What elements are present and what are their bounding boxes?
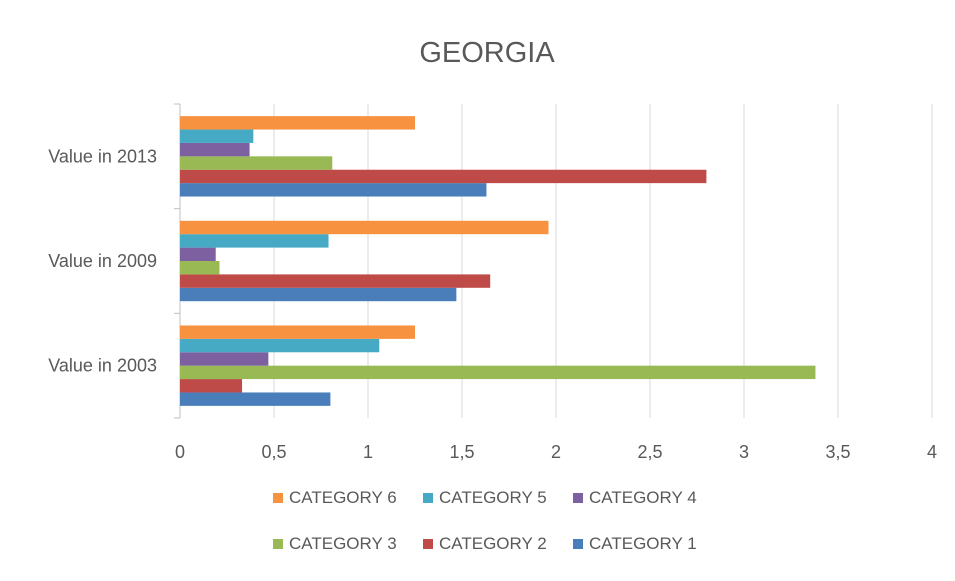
- bar-category-5: [180, 234, 329, 248]
- x-tick-label: 0,5: [261, 442, 286, 462]
- category-label: Value in 2013: [48, 146, 157, 166]
- x-tick-label: 1: [363, 442, 373, 462]
- bar-category-2: [180, 274, 491, 288]
- legend-swatch: [573, 539, 583, 549]
- legend-label: CATEGORY 3: [289, 534, 397, 553]
- legend-swatch: [423, 493, 433, 503]
- axis-labels: 0 0,5 1 1,5 2 2,5 3 3,5 4 Value in 2003 Value in 2…: [48, 146, 937, 462]
- bar-category-3: [180, 261, 220, 275]
- legend-label: CATEGORY 1: [589, 534, 697, 553]
- x-tick-label: 3: [739, 442, 749, 462]
- category-label: Value in 2009: [48, 251, 157, 271]
- legend-swatch: [273, 539, 283, 549]
- chart-title: GEORGIA: [419, 37, 555, 69]
- x-tick-label: 0: [175, 442, 185, 462]
- bar-category-5: [180, 338, 380, 353]
- bars: [180, 116, 816, 406]
- legend: CATEGORY 6 CATEGORY 5 CATEGORY 4 CATEGORY 3…: [273, 488, 697, 553]
- category-label: Value in 2003: [48, 356, 157, 376]
- legend-label: CATEGORY 2: [439, 534, 547, 553]
- x-tick-label: 2: [551, 442, 561, 462]
- bar-category-4: [180, 352, 269, 366]
- x-tick-label: 4: [927, 442, 937, 462]
- bar-category-1: [180, 392, 331, 406]
- bar-category-6: [180, 220, 549, 235]
- bar-category-2: [180, 379, 243, 393]
- legend-label: CATEGORY 6: [289, 488, 397, 507]
- bar-category-3: [180, 156, 333, 170]
- bar-category-4: [180, 247, 216, 261]
- bar-category-2: [180, 169, 707, 184]
- bar-category-5: [180, 129, 254, 143]
- bar-category-6: [180, 325, 415, 339]
- legend-swatch: [573, 493, 583, 503]
- legend-swatch: [273, 493, 283, 503]
- legend-label: CATEGORY 5: [439, 488, 547, 507]
- bar-category-6: [180, 116, 415, 130]
- x-tick-label: 3,5: [825, 442, 850, 462]
- x-tick-label: 2,5: [637, 442, 662, 462]
- legend-swatch: [423, 539, 433, 549]
- bar-category-1: [180, 287, 457, 302]
- bar-category-4: [180, 142, 250, 157]
- bar-category-1: [180, 183, 487, 197]
- bar-category-3: [180, 365, 816, 380]
- x-tick-label: 1,5: [449, 442, 474, 462]
- legend-label: CATEGORY 4: [589, 488, 697, 507]
